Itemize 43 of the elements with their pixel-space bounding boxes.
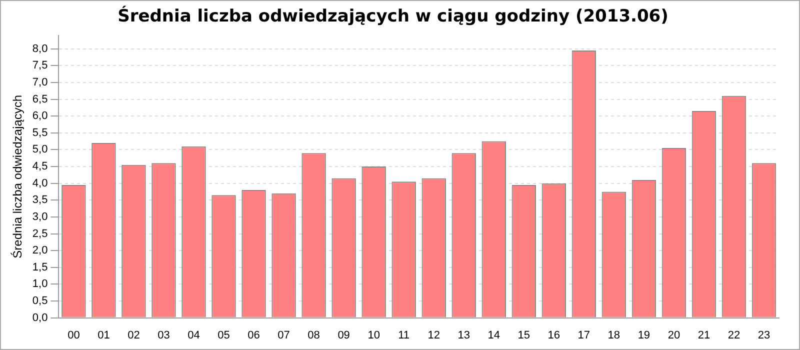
x-tick-label: 02 xyxy=(128,329,140,342)
x-tick-label: 20 xyxy=(668,329,680,342)
x-tick-label: 16 xyxy=(548,329,560,342)
y-tick-label: 2,5 xyxy=(32,228,48,240)
y-tick-label: 6,0 xyxy=(32,110,48,122)
y-tick-label: 8,0 xyxy=(32,42,48,55)
x-tick-label: 05 xyxy=(218,329,230,342)
x-tick-label: 08 xyxy=(308,329,320,342)
y-tick-label: 5,0 xyxy=(32,144,48,156)
x-tick-label: 17 xyxy=(578,329,590,342)
x-tick-label: 03 xyxy=(158,329,170,342)
x-tick-label: 15 xyxy=(518,329,530,342)
x-tick-label: 12 xyxy=(428,329,440,342)
x-tick-label: 00 xyxy=(68,329,80,342)
x-tick-label: 22 xyxy=(728,329,740,342)
x-tick-label: 01 xyxy=(98,329,110,342)
y-tick-label: 0,5 xyxy=(32,295,48,308)
y-tick-label: 0,0 xyxy=(32,312,48,324)
y-tick-label: 1,0 xyxy=(32,278,48,290)
x-tick-label: 11 xyxy=(398,329,410,342)
y-tick-label: 4,5 xyxy=(32,160,48,173)
x-tick-label: 23 xyxy=(758,329,770,342)
x-tick-label: 06 xyxy=(248,329,260,342)
x-tick-label: 14 xyxy=(488,329,500,342)
y-tick-label: 7,5 xyxy=(32,60,48,72)
y-axis-title: Średnia liczba odwiedzających xyxy=(10,94,25,258)
y-tick-label: 5,5 xyxy=(32,126,48,139)
y-tick-label: 2,0 xyxy=(32,244,48,257)
y-tick-label: 4,0 xyxy=(32,177,48,190)
x-tick-label: 04 xyxy=(188,329,200,342)
y-tick-label: 1,5 xyxy=(32,261,48,274)
x-tick-label: 21 xyxy=(698,329,710,342)
x-tick-label: 13 xyxy=(458,329,470,342)
x-tick-label: 10 xyxy=(368,329,380,342)
x-tick-label: 09 xyxy=(338,329,350,342)
x-tick-label: 19 xyxy=(638,329,650,342)
x-tick-label: 18 xyxy=(608,329,620,342)
y-tick-label: 6,5 xyxy=(32,93,48,106)
y-tick-label: 7,0 xyxy=(32,76,48,88)
chart-title: Średnia liczba odwiedzających w ciągu godziny (2013.06) xyxy=(118,6,668,27)
x-tick-label: 07 xyxy=(278,329,290,342)
y-tick-label: 3,0 xyxy=(32,210,48,223)
y-tick-label: 3,5 xyxy=(32,194,48,206)
